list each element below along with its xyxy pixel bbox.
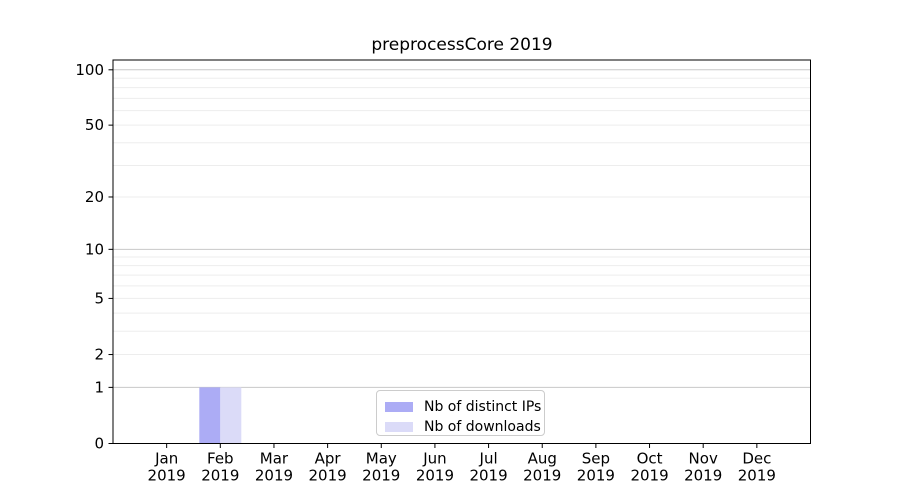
y-tick-label: 50: [85, 116, 104, 134]
x-tick-label-year: 2019: [416, 467, 454, 485]
x-tick-label-month: May: [366, 450, 397, 468]
x-tick-label-month: Oct: [637, 450, 663, 468]
legend: Nb of distinct IPs Nb of downloads: [376, 390, 545, 436]
legend-swatch-distinct-ips: [385, 402, 413, 412]
x-tick-label-month: Mar: [260, 450, 289, 468]
x-tick-label-month: Dec: [742, 450, 771, 468]
x-tick-label-year: 2019: [201, 467, 239, 485]
x-tick-label-year: 2019: [523, 467, 561, 485]
chart-title: preprocessCore 2019: [371, 35, 553, 55]
x-tick-label-month: Jul: [479, 450, 498, 468]
legend-label-downloads: Nb of downloads: [424, 419, 541, 435]
x-tick-label-year: 2019: [255, 467, 293, 485]
y-tick-label: 5: [94, 289, 104, 307]
x-tick-label-year: 2019: [684, 467, 722, 485]
x-tick-label-year: 2019: [630, 467, 668, 485]
x-tick-label-month: Apr: [315, 450, 342, 468]
x-tick-label-year: 2019: [309, 467, 347, 485]
x-tick-label-month: Nov: [689, 450, 718, 468]
x-tick-label-year: 2019: [577, 467, 615, 485]
bar-nb-of-downloads-feb-2019: [220, 387, 242, 444]
y-tick-label: 20: [85, 188, 104, 206]
axes-frame: [112, 59, 811, 444]
x-tick-label-year: 2019: [148, 467, 186, 485]
y-tick-label: 1: [94, 378, 104, 396]
y-tick-label: 2: [94, 346, 104, 364]
legend-item-distinct-ips: Nb of distinct IPs: [385, 397, 541, 417]
x-tick-label-month: Feb: [207, 450, 234, 468]
y-tick-label: 100: [75, 61, 104, 79]
x-tick-label-month: Aug: [528, 450, 557, 468]
y-tick-label: 10: [85, 240, 104, 258]
x-tick-label-year: 2019: [738, 467, 776, 485]
x-tick-label-year: 2019: [469, 467, 507, 485]
bar-nb-of-distinct-ips-feb-2019: [199, 387, 221, 444]
x-tick-label-month: Jun: [422, 450, 446, 468]
legend-label-distinct-ips: Nb of distinct IPs: [424, 399, 542, 415]
x-tick-label-month: Sep: [582, 450, 610, 468]
y-tick-label: 0: [94, 435, 104, 453]
x-tick-label-year: 2019: [362, 467, 400, 485]
legend-swatch-downloads: [385, 422, 413, 432]
x-tick-label-month: Jan: [154, 450, 178, 468]
legend-item-downloads: Nb of downloads: [385, 417, 541, 437]
